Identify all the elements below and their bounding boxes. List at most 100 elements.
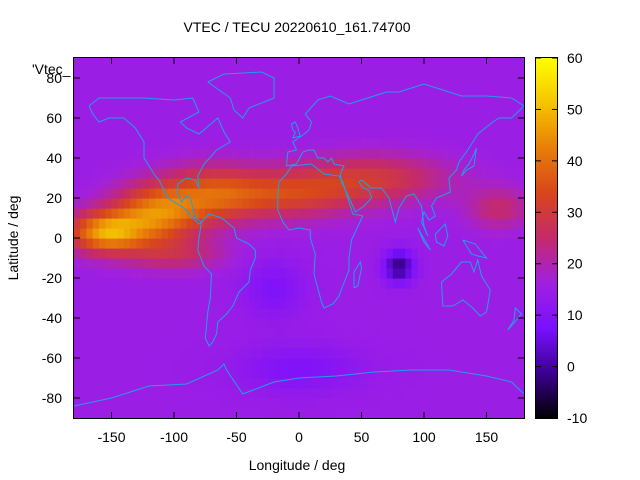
- heatmap-cell: [142, 118, 150, 129]
- heatmap-cell: [292, 218, 300, 229]
- heatmap-cell: [342, 128, 350, 139]
- heatmap-cell: [499, 208, 506, 219]
- heatmap-cell: [349, 138, 356, 149]
- heatmap-cell: [399, 98, 406, 109]
- heatmap-cell: [230, 168, 238, 179]
- heatmap-cell: [336, 318, 344, 329]
- heatmap-cell: [386, 188, 394, 199]
- heatmap-cell: [336, 398, 344, 409]
- heatmap-cell: [192, 158, 200, 169]
- heatmap-cell: [430, 238, 438, 249]
- heatmap-cell: [299, 378, 306, 389]
- heatmap-cell: [311, 358, 319, 369]
- heatmap-cell: [199, 118, 206, 129]
- heatmap-cell: [167, 108, 175, 119]
- heatmap-cell: [249, 288, 256, 299]
- heatmap-cell: [311, 78, 319, 89]
- heatmap-cell: [167, 78, 175, 89]
- heatmap-cell: [261, 88, 269, 99]
- heatmap-cell: [330, 398, 338, 409]
- heatmap-cell: [224, 368, 231, 379]
- heatmap-cell: [436, 278, 444, 289]
- heatmap-cell: [505, 118, 513, 129]
- heatmap-cell: [292, 98, 300, 109]
- heatmap-cell: [86, 328, 94, 339]
- heatmap-cell: [499, 118, 506, 129]
- heatmap-cell: [92, 338, 100, 349]
- heatmap-cell: [74, 148, 81, 159]
- heatmap-cell: [517, 128, 525, 139]
- heatmap-cell: [161, 58, 169, 69]
- heatmap-cell: [205, 308, 213, 319]
- heatmap-cell: [324, 78, 331, 89]
- heatmap-cell: [449, 238, 456, 249]
- heatmap-cell: [261, 158, 269, 169]
- heatmap-cell: [105, 328, 113, 339]
- heatmap-cell: [249, 388, 256, 399]
- heatmap-cell: [361, 148, 369, 159]
- heatmap-cell: [255, 228, 263, 239]
- heatmap-cell: [224, 198, 231, 209]
- heatmap-cell: [336, 188, 344, 199]
- heatmap-cell: [417, 58, 425, 69]
- heatmap-cell: [342, 298, 350, 309]
- heatmap-cell: [461, 178, 469, 189]
- heatmap-cell: [374, 318, 381, 329]
- heatmap-cell: [467, 58, 475, 69]
- heatmap-cell: [436, 198, 444, 209]
- heatmap-cell: [242, 188, 250, 199]
- heatmap-cell: [349, 238, 356, 249]
- heatmap-cell: [124, 338, 131, 349]
- heatmap-cell: [217, 178, 225, 189]
- heatmap-cell: [155, 148, 163, 159]
- heatmap-cell: [417, 198, 425, 209]
- heatmap-cell: [367, 398, 375, 409]
- heatmap-cell: [499, 88, 506, 99]
- heatmap-cell: [261, 78, 269, 89]
- heatmap-cell: [436, 68, 444, 79]
- heatmap-cell: [317, 78, 325, 89]
- heatmap-cell: [436, 378, 444, 389]
- heatmap-cell: [286, 258, 294, 269]
- heatmap-cell: [211, 128, 219, 139]
- heatmap-cell: [311, 268, 319, 279]
- heatmap-cell: [499, 368, 506, 379]
- heatmap-cell: [167, 58, 175, 69]
- heatmap-cell: [405, 318, 413, 329]
- heatmap-cell: [411, 298, 419, 309]
- heatmap-cell: [80, 98, 88, 109]
- heatmap-cell: [205, 238, 213, 249]
- heatmap-cell: [486, 368, 494, 379]
- heatmap-cell: [330, 148, 338, 159]
- heatmap-cell: [442, 348, 450, 359]
- heatmap-cell: [199, 268, 206, 279]
- heatmap-cell: [274, 358, 281, 369]
- heatmap-cell: [455, 208, 463, 219]
- heatmap-cell: [467, 298, 475, 309]
- heatmap-cell: [292, 328, 300, 339]
- heatmap-cell: [317, 308, 325, 319]
- heatmap-cell: [155, 58, 163, 69]
- heatmap-cell: [417, 168, 425, 179]
- heatmap-cell: [124, 208, 131, 219]
- heatmap-cell: [192, 198, 200, 209]
- heatmap-cell: [186, 388, 194, 399]
- heatmap-cell: [392, 278, 400, 289]
- heatmap-cell: [267, 348, 275, 359]
- heatmap-cell: [267, 368, 275, 379]
- heatmap-cell: [292, 198, 300, 209]
- heatmap-cell: [467, 348, 475, 359]
- heatmap-cell: [480, 228, 488, 239]
- heatmap-cell: [361, 68, 369, 79]
- heatmap-cell: [274, 208, 281, 219]
- heatmap-cell: [299, 298, 306, 309]
- heatmap-cell: [461, 328, 469, 339]
- heatmap-cell: [480, 158, 488, 169]
- heatmap-cell: [467, 188, 475, 199]
- heatmap-cell: [455, 78, 463, 89]
- heatmap-cell: [249, 118, 256, 129]
- heatmap-cell: [424, 328, 431, 339]
- heatmap-cell: [86, 188, 94, 199]
- heatmap-cell: [317, 248, 325, 259]
- heatmap-cell: [386, 138, 394, 149]
